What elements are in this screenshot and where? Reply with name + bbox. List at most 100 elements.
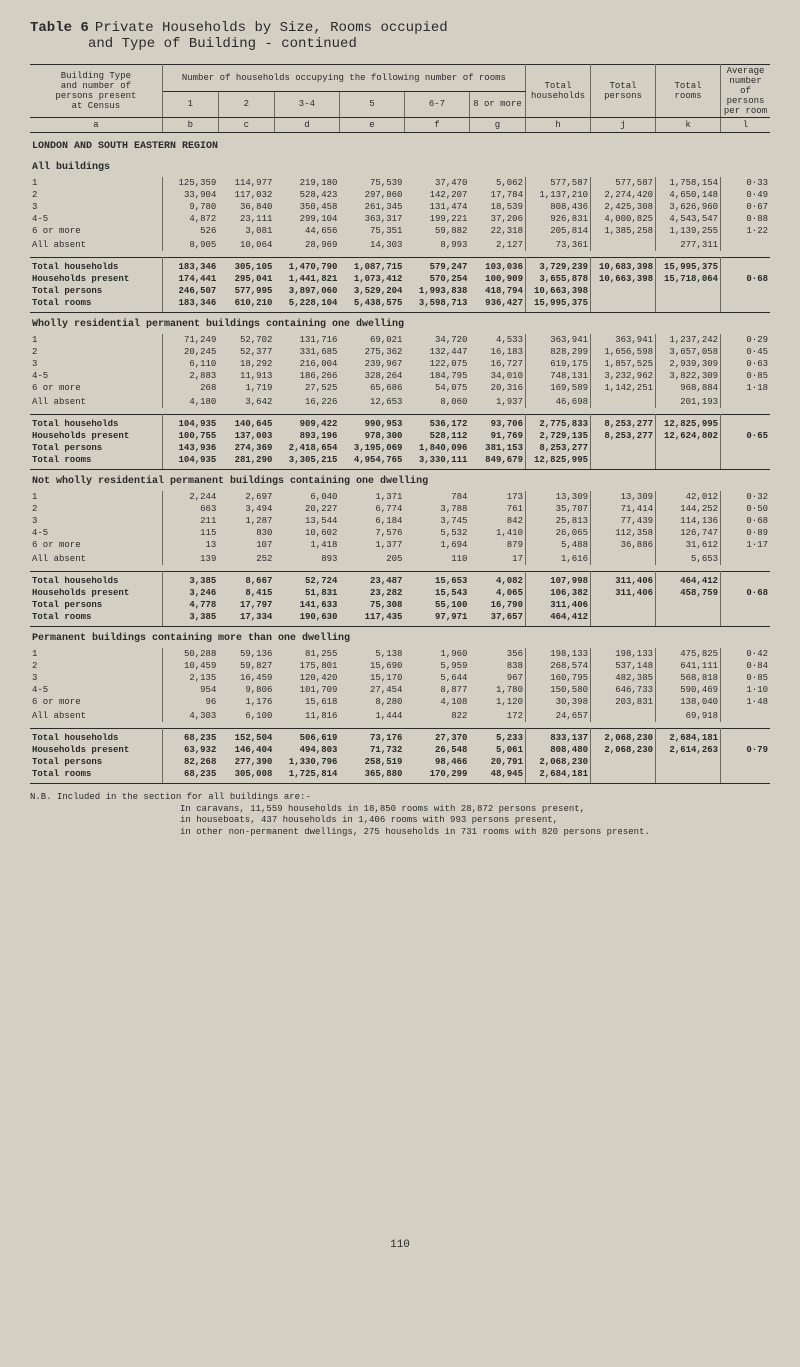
row-label: 4-5: [30, 370, 162, 382]
data-cell: 4,082: [469, 572, 525, 588]
data-cell: 3,657,058: [656, 346, 721, 358]
data-cell: 28,969: [274, 239, 339, 251]
data-cell: 822: [404, 710, 469, 722]
data-cell: 1,139,255: [656, 225, 721, 237]
data-cell: 4,108: [404, 696, 469, 708]
data-cell: 577,995: [218, 285, 274, 297]
data-cell: 20,245: [162, 346, 218, 358]
data-cell: 35,707: [525, 503, 590, 515]
data-cell: 1,142,251: [591, 382, 656, 394]
data-cell: 926,831: [525, 213, 590, 225]
page-number: 110: [30, 1239, 770, 1251]
data-cell: 954: [162, 684, 218, 696]
data-cell: 54,075: [404, 382, 469, 394]
data-cell: 15,653: [404, 572, 469, 588]
data-cell: 849,679: [469, 454, 525, 470]
data-cell: [656, 768, 721, 784]
data-cell: [656, 285, 721, 297]
table-row: Households present3,2468,41551,83123,282…: [30, 587, 770, 599]
data-cell: 893: [274, 553, 339, 565]
data-cell: [591, 239, 656, 251]
data-cell: 107,998: [525, 572, 590, 588]
data-cell: 0·65: [721, 430, 770, 442]
row-label: 1: [30, 334, 162, 346]
data-cell: 13,309: [525, 491, 590, 503]
row-label: Total persons: [30, 756, 162, 768]
data-cell: 5,062: [469, 177, 525, 189]
section-subtitle-text: Wholly residential permanent buildings c…: [30, 313, 770, 335]
row-label: Total households: [30, 729, 162, 745]
table-row: 36,11018,292216,004239,967122,07516,7276…: [30, 358, 770, 370]
data-cell: 150,580: [525, 684, 590, 696]
data-cell: 17,797: [218, 599, 274, 611]
data-cell: 104,935: [162, 454, 218, 470]
col-total-persons: Total persons: [591, 65, 656, 118]
data-cell: 893,196: [274, 430, 339, 442]
data-cell: 17: [469, 553, 525, 565]
col-2: 2: [218, 91, 274, 118]
table-row: Households present174,441295,0411,441,82…: [30, 273, 770, 285]
data-cell: 2,684,181: [525, 768, 590, 784]
data-cell: 114,136: [656, 515, 721, 527]
data-cell: 4,000,825: [591, 213, 656, 225]
data-cell: 55,100: [404, 599, 469, 611]
data-cell: 73,361: [525, 239, 590, 251]
data-cell: 1·18: [721, 382, 770, 394]
data-cell: 71,249: [162, 334, 218, 346]
data-cell: 1,073,412: [339, 273, 404, 285]
data-cell: 305,008: [218, 768, 274, 784]
data-cell: 100,909: [469, 273, 525, 285]
data-cell: 9,806: [218, 684, 274, 696]
data-cell: 2,418,654: [274, 442, 339, 454]
data-cell: 5,488: [525, 539, 590, 551]
data-cell: 1,237,242: [656, 334, 721, 346]
row-label: 3: [30, 672, 162, 684]
data-cell: 1,418: [274, 539, 339, 551]
data-cell: [591, 756, 656, 768]
data-cell: 2,274,420: [591, 189, 656, 201]
data-cell: 142,207: [404, 189, 469, 201]
data-cell: [721, 396, 770, 408]
data-cell: 277,390: [218, 756, 274, 768]
data-cell: 528,423: [274, 189, 339, 201]
row-label: Households present: [30, 587, 162, 599]
data-cell: 34,010: [469, 370, 525, 382]
table-row: Total rooms183,346610,2105,228,1045,438,…: [30, 297, 770, 313]
data-cell: 3,232,962: [591, 370, 656, 382]
data-cell: 8,993: [404, 239, 469, 251]
data-cell: 15,170: [339, 672, 404, 684]
row-label: 6 or more: [30, 225, 162, 237]
data-cell: [721, 297, 770, 313]
data-cell: 117,032: [218, 189, 274, 201]
data-cell: 1,470,790: [274, 258, 339, 274]
data-cell: 4,650,148: [656, 189, 721, 201]
data-cell: 268,574: [525, 660, 590, 672]
region-title-text: LONDON AND SOUTH EASTERN REGION: [30, 133, 770, 157]
data-cell: 3,305,215: [274, 454, 339, 470]
data-cell: 464,412: [525, 611, 590, 627]
data-cell: 69,918: [656, 710, 721, 722]
data-cell: 126,747: [656, 527, 721, 539]
data-cell: 15,718,064: [656, 273, 721, 285]
data-cell: 1,330,796: [274, 756, 339, 768]
data-cell: 1,087,715: [339, 258, 404, 274]
row-label: All absent: [30, 396, 162, 408]
data-cell: 1,840,096: [404, 442, 469, 454]
table-row: 26633,49420,2276,7743,78876135,70771,414…: [30, 503, 770, 515]
data-cell: 36,840: [218, 201, 274, 213]
data-cell: [721, 710, 770, 722]
footnote-lead: N.B. Included in the section for all bui…: [30, 792, 311, 802]
table-row: Total persons82,268277,3901,330,796258,5…: [30, 756, 770, 768]
data-cell: 98,466: [404, 756, 469, 768]
row-label: 2: [30, 346, 162, 358]
data-cell: 186,266: [274, 370, 339, 382]
data-cell: 2,729,135: [525, 430, 590, 442]
data-cell: 4,872: [162, 213, 218, 225]
data-cell: 104,935: [162, 415, 218, 431]
table-row: All absent139252893205110171,6165,653: [30, 553, 770, 565]
row-label: Households present: [30, 430, 162, 442]
data-cell: 8,253,277: [591, 415, 656, 431]
row-label: 3: [30, 201, 162, 213]
data-cell: 350,458: [274, 201, 339, 213]
data-cell: 258,519: [339, 756, 404, 768]
